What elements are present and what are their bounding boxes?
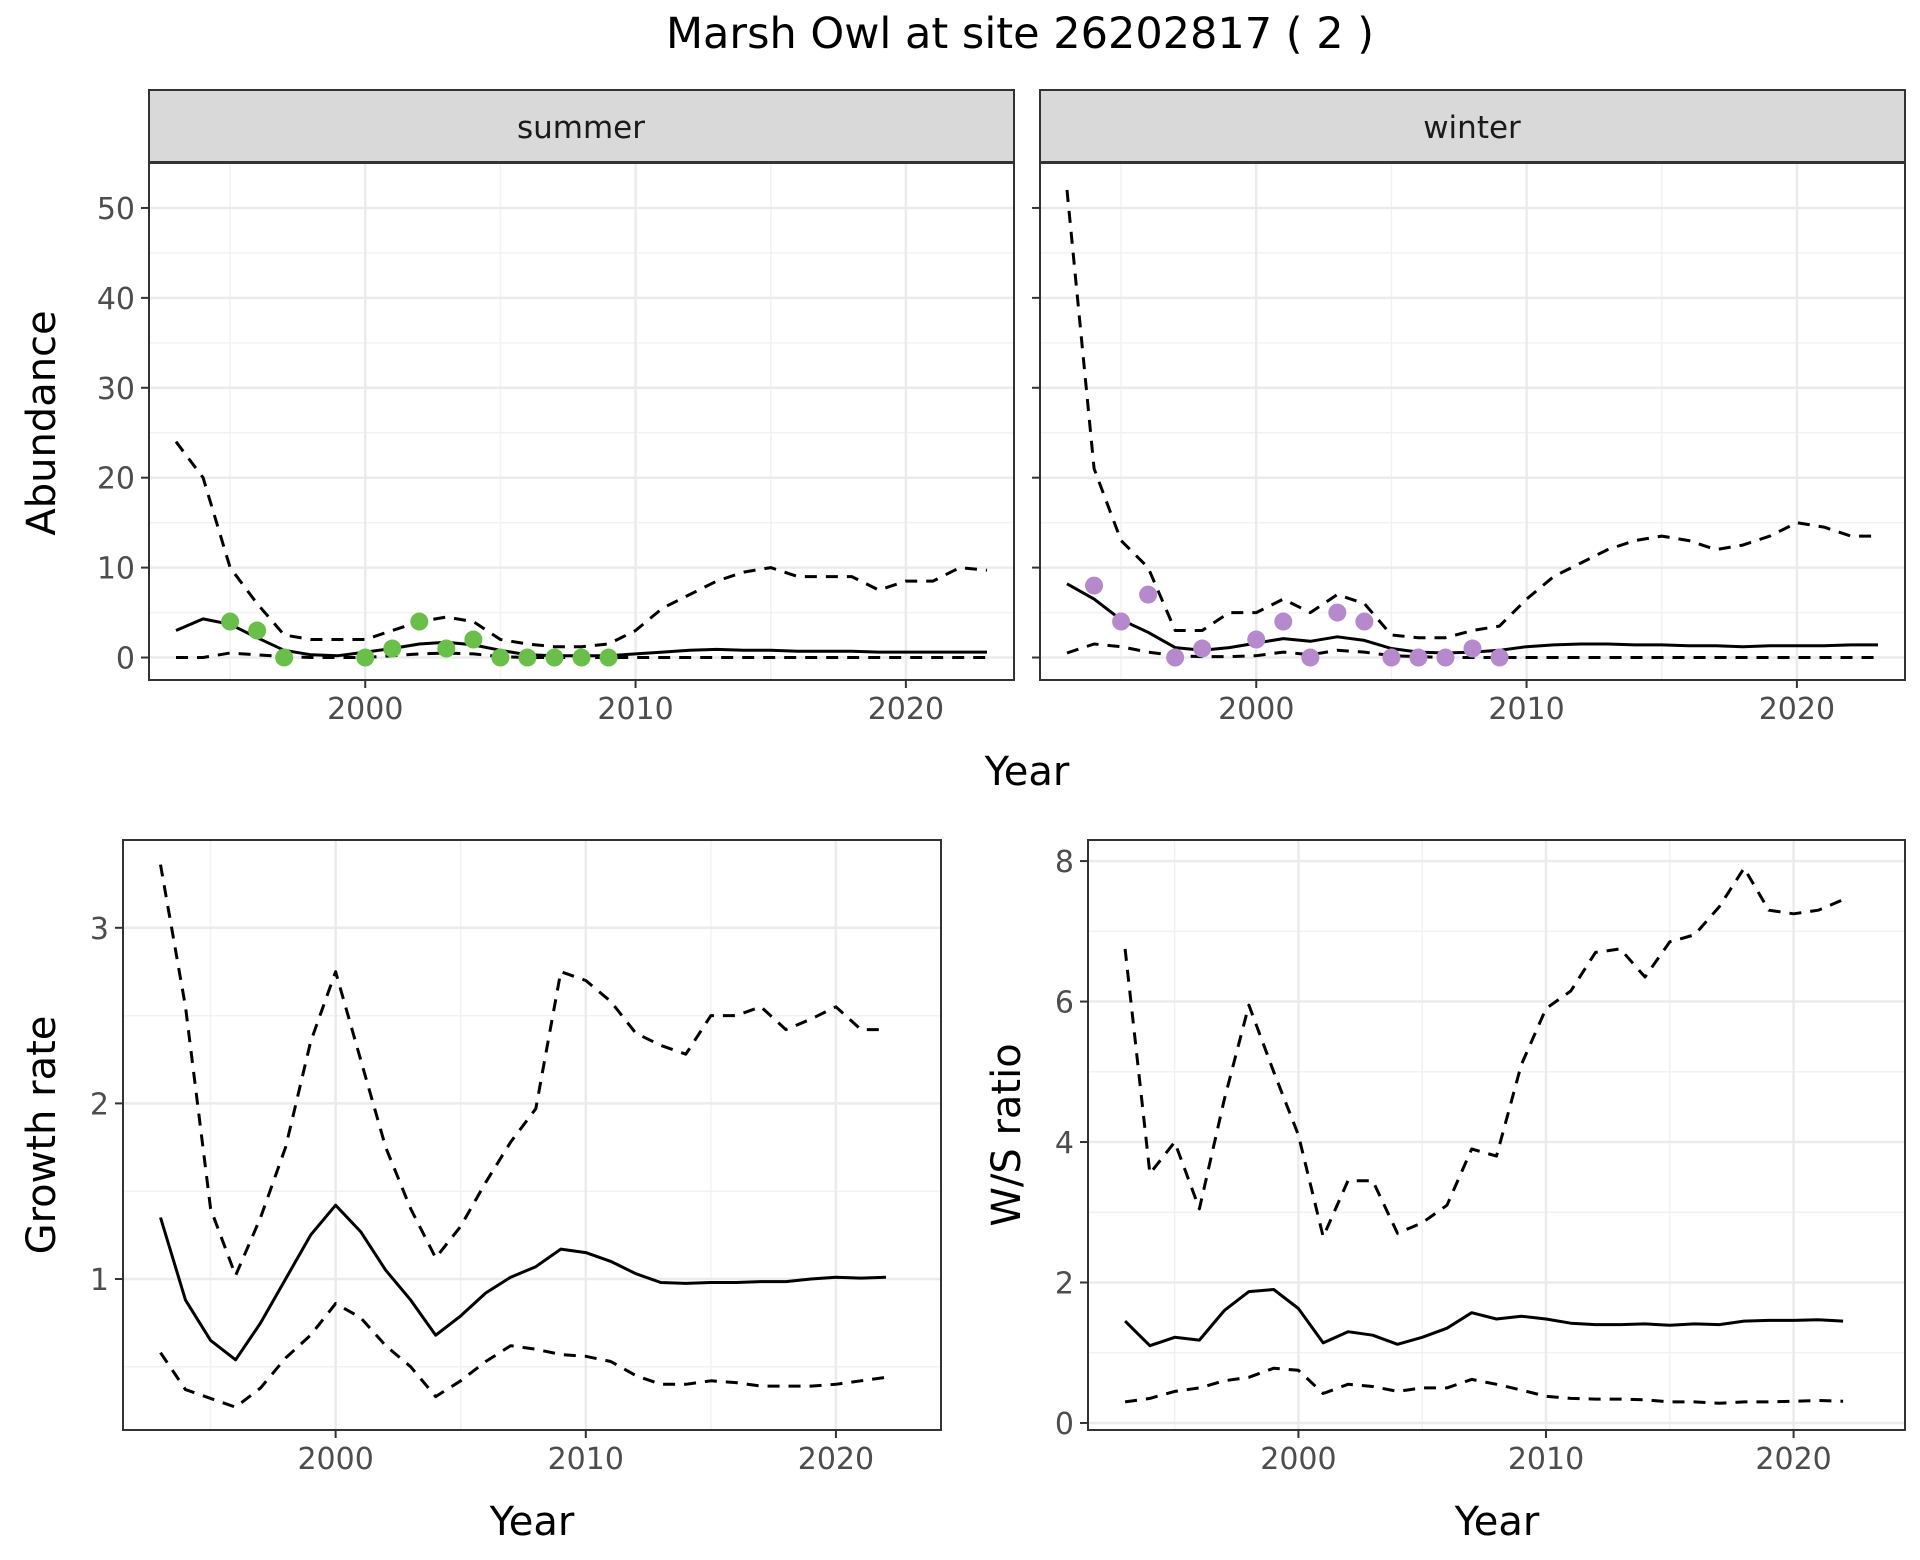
series-line-dashed-1	[1123, 866, 1844, 1239]
data-point	[275, 648, 294, 667]
data-point	[1274, 612, 1293, 631]
strip-winter	[1039, 89, 1906, 163]
x-tick-label: 2020	[1755, 1442, 1831, 1477]
growth-ylabel: Growth rate	[19, 1016, 65, 1255]
data-point	[518, 648, 537, 667]
data-point	[1301, 648, 1320, 667]
x-tick-label: 2010	[1508, 1442, 1584, 1477]
panel-summer: summer 2000 2010 2020 0 10 20 30 40 50	[97, 89, 1015, 727]
data-point	[1139, 585, 1158, 604]
strip-label-summer: summer	[517, 110, 645, 146]
data-point	[383, 639, 402, 658]
data-point	[572, 648, 591, 667]
y-tick-label: 8	[1055, 845, 1074, 880]
ws-xlabel: Year	[1454, 1499, 1540, 1545]
y-tick-label: 6	[1055, 986, 1074, 1021]
data-point	[1355, 612, 1374, 631]
data-point	[221, 612, 240, 631]
y-tick-label: 0	[116, 642, 135, 677]
series-line-dashed-1	[159, 864, 886, 1277]
x-tick-label: 2020	[868, 692, 944, 727]
panel-ws-ratio: 2000 2010 2020 0 2 4 6 8	[1055, 839, 1906, 1477]
data-point	[1382, 648, 1401, 667]
data-point	[1436, 648, 1455, 667]
panel-background-winter	[1040, 163, 1905, 680]
y-tick-label: 20	[97, 462, 135, 497]
data-point	[599, 648, 618, 667]
y-tick-label: 1	[90, 1263, 109, 1298]
x-tick-label: 2000	[1260, 1442, 1336, 1477]
data-point	[1328, 603, 1347, 622]
x-tick-label: 2000	[297, 1442, 373, 1477]
data-point	[491, 648, 510, 667]
data-point	[1463, 639, 1482, 658]
strip-summer	[148, 89, 1015, 163]
x-tick-label: 2010	[597, 692, 673, 727]
ws-ylabel: W/S ratio	[984, 1043, 1030, 1226]
plot-area-winter: 2000 2010 2020	[1032, 162, 1906, 727]
growth-xlabel: Year	[489, 1499, 575, 1545]
plot-area-growth: 2000 2010 2020 1 2 3	[90, 839, 942, 1477]
y-tick-label: 2	[90, 1087, 109, 1122]
data-point	[1247, 630, 1266, 649]
series-line-dashed-2	[1124, 1366, 1844, 1405]
strip-label-winter: winter	[1423, 110, 1521, 146]
series-line-solid-0	[1124, 1288, 1844, 1348]
y-tick-label: 4	[1055, 1126, 1074, 1161]
x-tick-label: 2020	[798, 1442, 874, 1477]
data-point	[410, 612, 429, 631]
series-line-solid-0	[159, 1203, 887, 1362]
series-line-dashed-1	[174, 440, 988, 649]
top-xlabel: Year	[984, 749, 1070, 795]
figure-title: Marsh Owl at site 26202817 ( 2 )	[666, 9, 1374, 59]
top-ylabel: Abundance	[19, 310, 65, 535]
data-point	[464, 630, 483, 649]
data-point	[248, 621, 267, 640]
x-tick-label: 2020	[1759, 692, 1835, 727]
plot-area-summer: 2000 2010 2020 0 10 20 30 40 50	[97, 162, 1015, 727]
data-point	[1409, 648, 1428, 667]
data-point	[1490, 648, 1509, 667]
y-tick-label: 0	[1055, 1407, 1074, 1442]
data-point	[1085, 576, 1104, 595]
series-line-dashed-2	[159, 1302, 887, 1409]
x-tick-label: 2010	[548, 1442, 624, 1477]
data-point	[545, 648, 564, 667]
plot-area-ws-ratio: 2000 2010 2020 0 2 4 6 8	[1055, 839, 1906, 1477]
panel-border-growth	[122, 839, 942, 1431]
panel-border-ws-ratio	[1087, 839, 1906, 1431]
y-tick-label: 30	[97, 372, 135, 407]
panel-growth: 2000 2010 2020 1 2 3	[90, 839, 942, 1477]
y-tick-label: 3	[90, 912, 109, 947]
x-tick-label: 2000	[327, 692, 403, 727]
data-point	[1166, 648, 1185, 667]
panel-background-ws-ratio	[1088, 840, 1905, 1430]
panel-border-winter	[1039, 162, 1906, 681]
data-point	[1193, 639, 1212, 658]
y-tick-label: 2	[1055, 1267, 1074, 1302]
panel-winter: winter 2000 2010 2020	[1032, 89, 1906, 727]
x-tick-label: 2000	[1218, 692, 1294, 727]
y-tick-label: 50	[97, 192, 135, 227]
data-point	[437, 639, 456, 658]
y-tick-label: 40	[97, 282, 135, 317]
x-tick-label: 2010	[1488, 692, 1564, 727]
data-point	[356, 648, 375, 667]
data-point	[1112, 612, 1131, 631]
panel-background-growth	[123, 840, 941, 1430]
y-tick-label: 10	[97, 552, 135, 587]
panel-border-summer	[148, 162, 1015, 681]
series-line-dashed-1	[1065, 189, 1878, 640]
panel-background-summer	[149, 163, 1014, 680]
